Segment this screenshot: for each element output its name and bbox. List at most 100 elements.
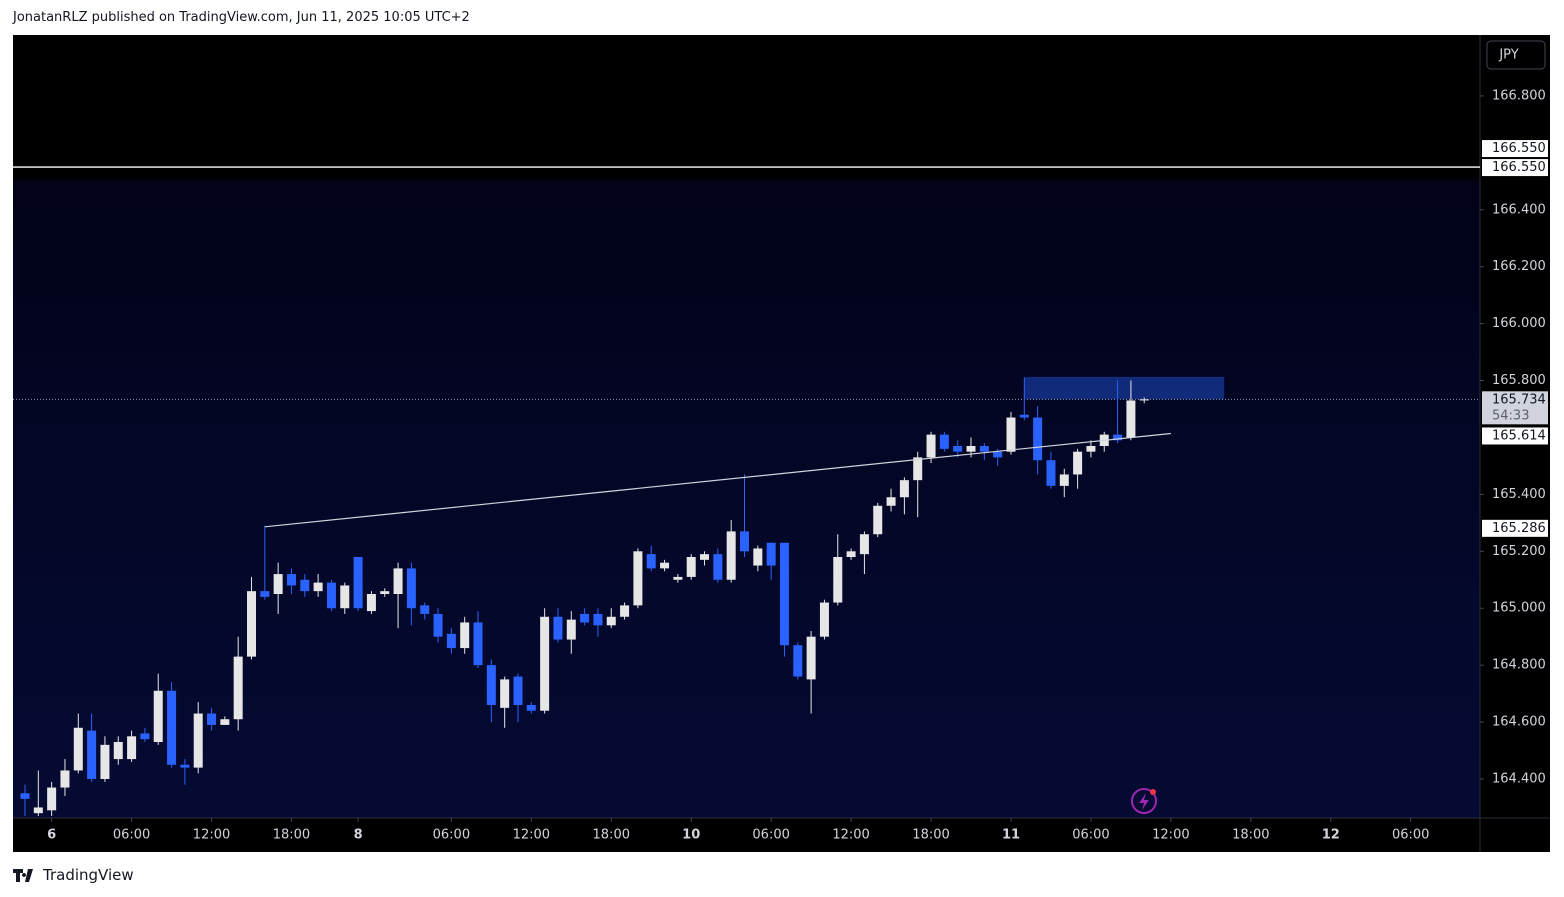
candle-body	[167, 690, 177, 765]
candle-body	[660, 562, 670, 569]
currency-button[interactable]	[1486, 40, 1546, 70]
candle-body	[87, 730, 97, 780]
candle-body	[713, 554, 723, 580]
candle-body	[779, 542, 789, 646]
publish-info: JonatanRLZ published on TradingView.com,…	[13, 10, 470, 25]
y-tick-label: 164.400	[1492, 772, 1546, 787]
x-tick-label: 06:00	[433, 828, 470, 843]
candle-body	[60, 770, 70, 788]
y-tick-label: 165.200	[1492, 544, 1546, 559]
y-tick-label: 165.000	[1492, 601, 1546, 616]
candle-body	[806, 636, 816, 680]
candle-body	[273, 574, 283, 595]
candle-body	[953, 445, 963, 452]
x-tick-label: 06:00	[113, 828, 150, 843]
candle-body	[700, 554, 710, 560]
candle-body	[153, 690, 163, 743]
x-tick-label: 18:00	[912, 828, 949, 843]
candle-body	[580, 613, 590, 623]
candle-body	[207, 713, 217, 725]
candle-body	[340, 585, 350, 609]
candle-body	[740, 531, 750, 552]
candle-body	[113, 742, 123, 760]
logo-icon	[13, 869, 33, 882]
candle-body	[753, 548, 763, 566]
countdown-label: 54:33	[1492, 408, 1529, 423]
candle-body	[993, 451, 1003, 458]
candle-body	[620, 605, 630, 617]
candle-body	[526, 705, 536, 711]
candle-body	[47, 787, 57, 811]
level-label-box	[1482, 159, 1548, 177]
candle-body	[473, 622, 483, 666]
candle-body	[819, 602, 829, 637]
candle-body	[220, 719, 230, 725]
plot-area	[13, 35, 1480, 818]
candle-body	[566, 619, 576, 640]
x-tick-label: 12:00	[513, 828, 550, 843]
candle-body	[500, 679, 510, 708]
y-tick-label: 166.200	[1492, 259, 1546, 274]
y-tick-label: 164.600	[1492, 715, 1546, 730]
candle-body	[766, 542, 776, 566]
x-tick-label: 18:00	[593, 828, 630, 843]
zone	[1024, 376, 1225, 400]
y-tick-label: 164.800	[1492, 658, 1546, 673]
trendline	[264, 432, 1171, 528]
candle-body	[380, 591, 390, 595]
x-tick-label: 12:00	[1152, 828, 1189, 843]
candle-body	[366, 594, 376, 612]
trendline-label-box	[1482, 427, 1548, 445]
candle-body	[966, 445, 976, 452]
x-tick-label: 10	[682, 828, 700, 843]
candle-body	[633, 551, 643, 606]
candle-body	[460, 622, 470, 649]
candle-body	[979, 445, 989, 452]
candle-body	[393, 568, 403, 595]
candle-body	[446, 633, 456, 649]
candle-body	[353, 557, 363, 609]
candle-body	[1113, 434, 1123, 441]
candle-body	[433, 613, 443, 637]
candle-body	[326, 582, 336, 609]
candle-body	[833, 557, 843, 603]
y-tick-label: 165.800	[1492, 373, 1546, 388]
candle-body	[846, 551, 856, 557]
y-tick-label: 166.000	[1492, 316, 1546, 331]
candle-body	[646, 554, 656, 569]
candle-body	[260, 591, 270, 597]
candle-body	[606, 616, 616, 626]
candle-body	[286, 574, 296, 586]
candle-body	[33, 807, 43, 814]
y-tick-label: 166.400	[1492, 202, 1546, 217]
x-tick-label: 12:00	[193, 828, 230, 843]
candle-body	[100, 744, 110, 780]
candle-body	[513, 676, 523, 706]
x-tick-label: 06:00	[1072, 828, 1109, 843]
currency-label: JPY	[1498, 48, 1518, 63]
x-tick-label: 12:00	[832, 828, 869, 843]
candle-body	[926, 434, 936, 458]
candle-body	[313, 582, 323, 592]
x-tick-label: 8	[354, 828, 363, 843]
trendline-label: 165.286	[1492, 521, 1546, 536]
candle-body	[1073, 451, 1083, 475]
candle-body	[859, 534, 869, 555]
candle-body	[540, 616, 550, 711]
candle-body	[1059, 474, 1069, 486]
x-tick-label: 06:00	[1392, 828, 1429, 843]
alert-dot	[1150, 789, 1156, 795]
alert-icon[interactable]	[1131, 788, 1157, 814]
candle-body	[247, 591, 257, 657]
logo-text: TradingView	[43, 866, 134, 884]
x-tick-label: 18:00	[1232, 828, 1269, 843]
candle-body	[20, 793, 30, 799]
candle-body	[300, 579, 310, 592]
candle-body	[1006, 417, 1016, 452]
footer-logo[interactable]: TradingView	[13, 866, 134, 884]
candle-body	[1019, 414, 1029, 418]
x-tick-label: 6	[47, 828, 56, 843]
trendline-label: 165.614	[1492, 428, 1546, 443]
